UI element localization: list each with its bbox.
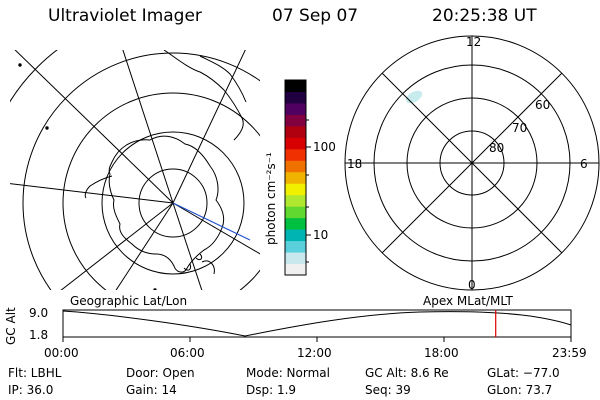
gain-info: Gain: 14 (126, 383, 177, 397)
south-america-coast (163, 50, 244, 141)
gc-alt-info: GC Alt: 8.6 Re (365, 366, 449, 380)
mlat-label-60: 60 (535, 98, 551, 112)
colorbar-cell (285, 252, 306, 265)
colorbar (284, 79, 311, 276)
timeline-frame (62, 309, 572, 338)
antarctic-peninsula (84, 175, 113, 199)
colorbar-cell (285, 137, 306, 150)
polar-boundary (344, 35, 600, 291)
timeline-y-min: 1.8 (29, 328, 49, 342)
colorbar-cell (285, 80, 306, 92)
colorbar-cell (285, 229, 306, 242)
timeline-y-max: 9.0 (29, 306, 49, 320)
date-label: 07 Sep 07 (272, 6, 359, 26)
dsp-info: Dsp: 1.9 (246, 383, 297, 397)
timeline-x-tick-1800: 18:00 (424, 346, 459, 360)
mlat-label-70: 70 (512, 121, 528, 135)
colorbar-cell (285, 171, 306, 184)
seq-info: Seq: 39 (365, 383, 411, 397)
colorbar-frame (284, 79, 307, 276)
polar-mlt-plot (344, 35, 600, 291)
geographic-map (10, 50, 260, 290)
timeline-x-tick-0000: 00:00 (44, 346, 79, 360)
colorbar-unit-label: photon cm⁻²s⁻¹ (264, 152, 278, 245)
mlat-label-80: 80 (489, 141, 505, 155)
colorbar-cell (285, 194, 306, 207)
latitude-circle (62, 92, 260, 290)
colorbar-cell (285, 183, 306, 196)
colorbar-cell (285, 148, 306, 161)
glat-info: GLat: −77.0 (487, 366, 560, 380)
mode-info: Mode: Normal (246, 366, 330, 380)
mlt-label-12: 12 (466, 35, 482, 49)
meridian-line (122, 50, 174, 204)
door-info: Door: Open (126, 366, 195, 380)
latitude-circle (138, 168, 208, 238)
island-dot (153, 288, 157, 290)
colorbar-cell (285, 91, 306, 104)
timeline-x-tick-0600: 06:00 (170, 346, 205, 360)
meridian-line (172, 50, 246, 204)
geographic-map-label: Geographic Lat/Lon (70, 294, 188, 308)
latitude-circle (101, 131, 245, 275)
colorbar-cell (285, 114, 306, 127)
meridian-line (60, 202, 174, 290)
south-america-coast (199, 55, 247, 103)
colorbar-tick-label-100: 100 (313, 140, 336, 154)
timeline-x-tick-2359: 23:59 (552, 346, 587, 360)
ip-info: IP: 36.0 (8, 383, 54, 397)
colorbar-cell (285, 160, 306, 173)
mlt-label-18: 18 (347, 157, 363, 171)
colorbar-cell (285, 217, 306, 230)
meridian-line (115, 202, 174, 290)
colorbar-cell (285, 206, 306, 219)
altitude-timeline (62, 309, 572, 342)
colorbar-cell (285, 240, 306, 253)
timeline-y-axis-label: GC Alt (4, 307, 18, 345)
meridian-line (172, 202, 260, 255)
aurora-patch (405, 90, 423, 104)
colorbar-cell (285, 125, 306, 138)
colorbar-tick-label-10: 10 (313, 228, 329, 242)
instrument-title: Ultraviolet Imager (48, 6, 202, 26)
coast-islands (183, 253, 203, 271)
mlt-label-6: 6 (580, 157, 588, 171)
filter-info: Flt: LBHL (8, 366, 62, 380)
time-label: 20:25:38 UT (432, 6, 537, 26)
mlt-label-0: 0 (468, 278, 476, 292)
colorbar-cell (285, 263, 306, 276)
landmass-fragment (201, 260, 215, 275)
altitude-curve (62, 310, 572, 337)
meridian-line (172, 202, 203, 290)
timeline-x-tick-1200: 12:00 (297, 346, 332, 360)
meridian-line (10, 183, 174, 204)
colorbar-cell (285, 102, 306, 115)
latitude-circle (22, 52, 260, 290)
apex-map-label: Apex MLat/MLT (423, 294, 513, 308)
glon-info: GLon: 73.7 (487, 383, 553, 397)
island-dot (45, 126, 49, 130)
satellite-track-line (172, 202, 251, 241)
mlt-diagonal (381, 72, 563, 254)
antarctica-coastline (108, 135, 225, 273)
island-dot (18, 63, 22, 67)
meridian-line (14, 50, 174, 204)
